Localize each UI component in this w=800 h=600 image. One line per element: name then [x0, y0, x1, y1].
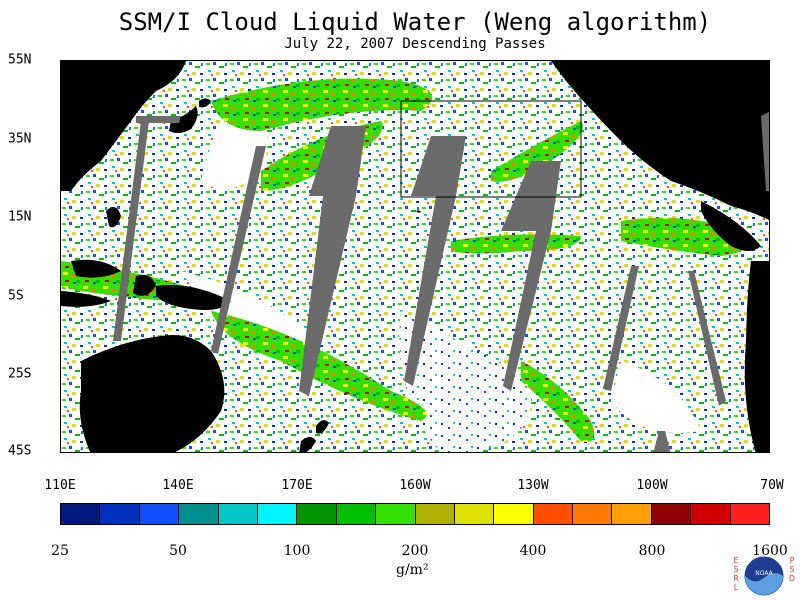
colorbar-segment [494, 504, 534, 524]
units-label: g/m² [396, 562, 429, 578]
noaa-text: NOAA [755, 570, 773, 577]
colorbar-segment [454, 504, 495, 524]
lat-label: 45S [8, 443, 32, 459]
map-canvas [61, 61, 769, 452]
lon-label: 70W [760, 478, 784, 493]
lat-label: 55N [8, 52, 32, 68]
colorbar-segment [651, 504, 692, 524]
lat-label: 25S [8, 366, 32, 382]
lon-label: 160W [399, 478, 431, 493]
colorbar-tick-label: 1600 [752, 543, 788, 559]
lon-label: 110E [44, 478, 76, 493]
colorbar-segment [257, 504, 298, 524]
colorbar-segment [415, 504, 455, 524]
colorbar-segment [533, 504, 574, 524]
map-title: SSM/I Cloud Liquid Water (Weng algorithm… [118, 8, 712, 36]
map-subtitle: July 22, 2007 Descending Passes [284, 36, 546, 52]
colorbar-segment [297, 504, 337, 524]
colorbar-segment [730, 504, 770, 524]
lon-label: 170E [281, 478, 313, 493]
colorbar-segment [139, 504, 180, 524]
colorbar-segment [218, 504, 258, 524]
colorbar-tick-label: 50 [169, 543, 187, 559]
logo-right-letters: P S D [788, 556, 796, 583]
colorbar-segment [61, 504, 101, 524]
lat-label: 5S [8, 288, 24, 304]
colorbar-segment [336, 504, 377, 524]
lat-label: 15N [8, 209, 32, 225]
cloud-water-map [60, 60, 770, 453]
colorbar-tick-label: 25 [51, 543, 69, 559]
noaa-esrl-psd-logo: E S R L NOAA P S D [730, 556, 798, 598]
colorbar-segment [573, 504, 613, 524]
colorbar-segment [100, 504, 140, 524]
colorbar-tick-label: 100 [283, 543, 311, 559]
lat-label: 35N [8, 131, 32, 147]
colorbar-segment [612, 504, 652, 524]
colorbar-segment [691, 504, 731, 524]
colorbar-segment [179, 504, 219, 524]
lon-label: 100W [636, 478, 668, 493]
colorbar-tick-label: 400 [519, 543, 547, 559]
logo-left-letters: E S R L [733, 556, 739, 592]
noaa-emblem-icon: NOAA [744, 556, 784, 596]
colorbar-tick-label: 800 [638, 543, 666, 559]
colorbar-segment [376, 504, 416, 524]
lon-label: 140E [162, 478, 194, 493]
colorbar-tick-label: 200 [401, 543, 429, 559]
color-scale-bar [60, 503, 770, 525]
lon-label: 130W [517, 478, 549, 493]
